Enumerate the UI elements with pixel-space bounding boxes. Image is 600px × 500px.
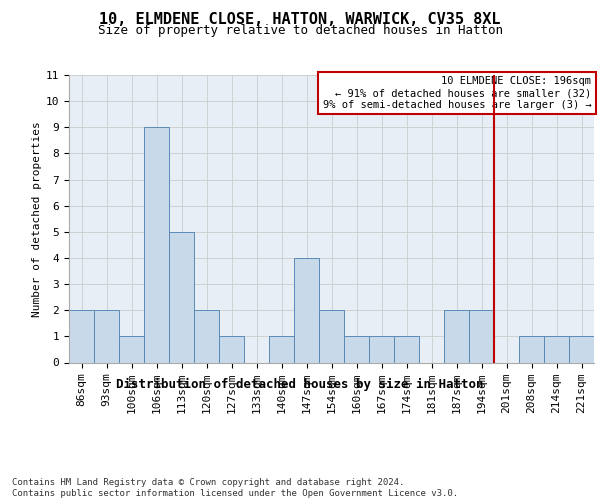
Bar [219, 336, 244, 362]
Bar [294, 258, 319, 362]
Bar [94, 310, 119, 362]
Bar [569, 336, 594, 362]
Text: Size of property relative to detached houses in Hatton: Size of property relative to detached ho… [97, 24, 503, 37]
Bar [469, 310, 494, 362]
Bar [69, 310, 94, 362]
Bar [194, 310, 219, 362]
Y-axis label: Number of detached properties: Number of detached properties [32, 121, 41, 316]
Bar [394, 336, 419, 362]
Text: 10, ELMDENE CLOSE, HATTON, WARWICK, CV35 8XL: 10, ELMDENE CLOSE, HATTON, WARWICK, CV35… [99, 12, 501, 28]
Bar [144, 128, 169, 362]
Text: Distribution of detached houses by size in Hatton: Distribution of detached houses by size … [116, 378, 484, 390]
Bar [269, 336, 294, 362]
Bar [369, 336, 394, 362]
Bar [119, 336, 144, 362]
Bar [319, 310, 344, 362]
Bar [344, 336, 369, 362]
Bar [519, 336, 544, 362]
Bar [444, 310, 469, 362]
Bar [169, 232, 194, 362]
Text: Contains HM Land Registry data © Crown copyright and database right 2024.
Contai: Contains HM Land Registry data © Crown c… [12, 478, 458, 498]
Bar [544, 336, 569, 362]
Text: 10 ELMDENE CLOSE: 196sqm
← 91% of detached houses are smaller (32)
9% of semi-de: 10 ELMDENE CLOSE: 196sqm ← 91% of detach… [323, 76, 592, 110]
